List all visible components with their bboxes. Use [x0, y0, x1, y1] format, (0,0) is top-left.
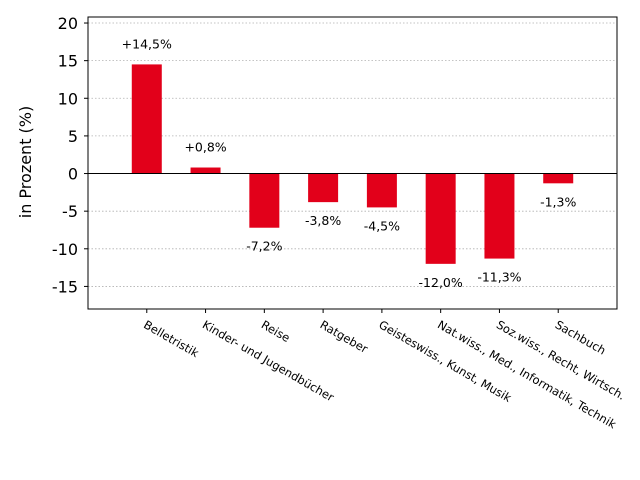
data-label: -4,5%	[364, 218, 400, 233]
y-tick-label: 15	[58, 52, 78, 71]
bar	[543, 173, 574, 184]
y-axis-label: in Prozent (%)	[16, 106, 35, 218]
bar	[190, 167, 221, 174]
bars	[131, 64, 574, 264]
y-tick-label: 10	[58, 89, 78, 108]
y-axis: -15 -10 -5 0 5 10 15 20	[52, 14, 88, 296]
plot-frame	[87, 16, 618, 310]
data-labels: +14,5% +0,8% -7,2% -3,8% -4,5% -12,0% -11,3% -1…	[122, 36, 577, 289]
bar	[366, 173, 397, 208]
bar	[484, 173, 515, 259]
y-tick-label: 5	[68, 127, 78, 146]
data-label: -1,3%	[540, 194, 576, 209]
x-tick-label: Belletristik	[141, 317, 201, 360]
bar	[308, 173, 339, 203]
data-label: -12,0%	[419, 275, 463, 290]
y-tick-label: 20	[58, 14, 78, 33]
data-label: -3,8%	[305, 213, 341, 228]
bar	[425, 173, 456, 264]
bar	[249, 173, 280, 228]
y-tick-label: -10	[52, 240, 78, 259]
data-label: +0,8%	[184, 140, 226, 155]
x-tick-label: Ratgeber	[318, 317, 371, 356]
gridlines	[88, 22, 617, 287]
data-label: -11,3%	[477, 270, 521, 285]
bar	[131, 64, 162, 174]
y-tick-label: -5	[62, 202, 78, 221]
data-label: +14,5%	[122, 36, 172, 51]
y-tick-label: 0	[68, 165, 78, 184]
y-tick-label: -15	[52, 277, 78, 296]
x-tick-label: Reise	[259, 317, 293, 345]
data-label: -7,2%	[246, 239, 282, 254]
